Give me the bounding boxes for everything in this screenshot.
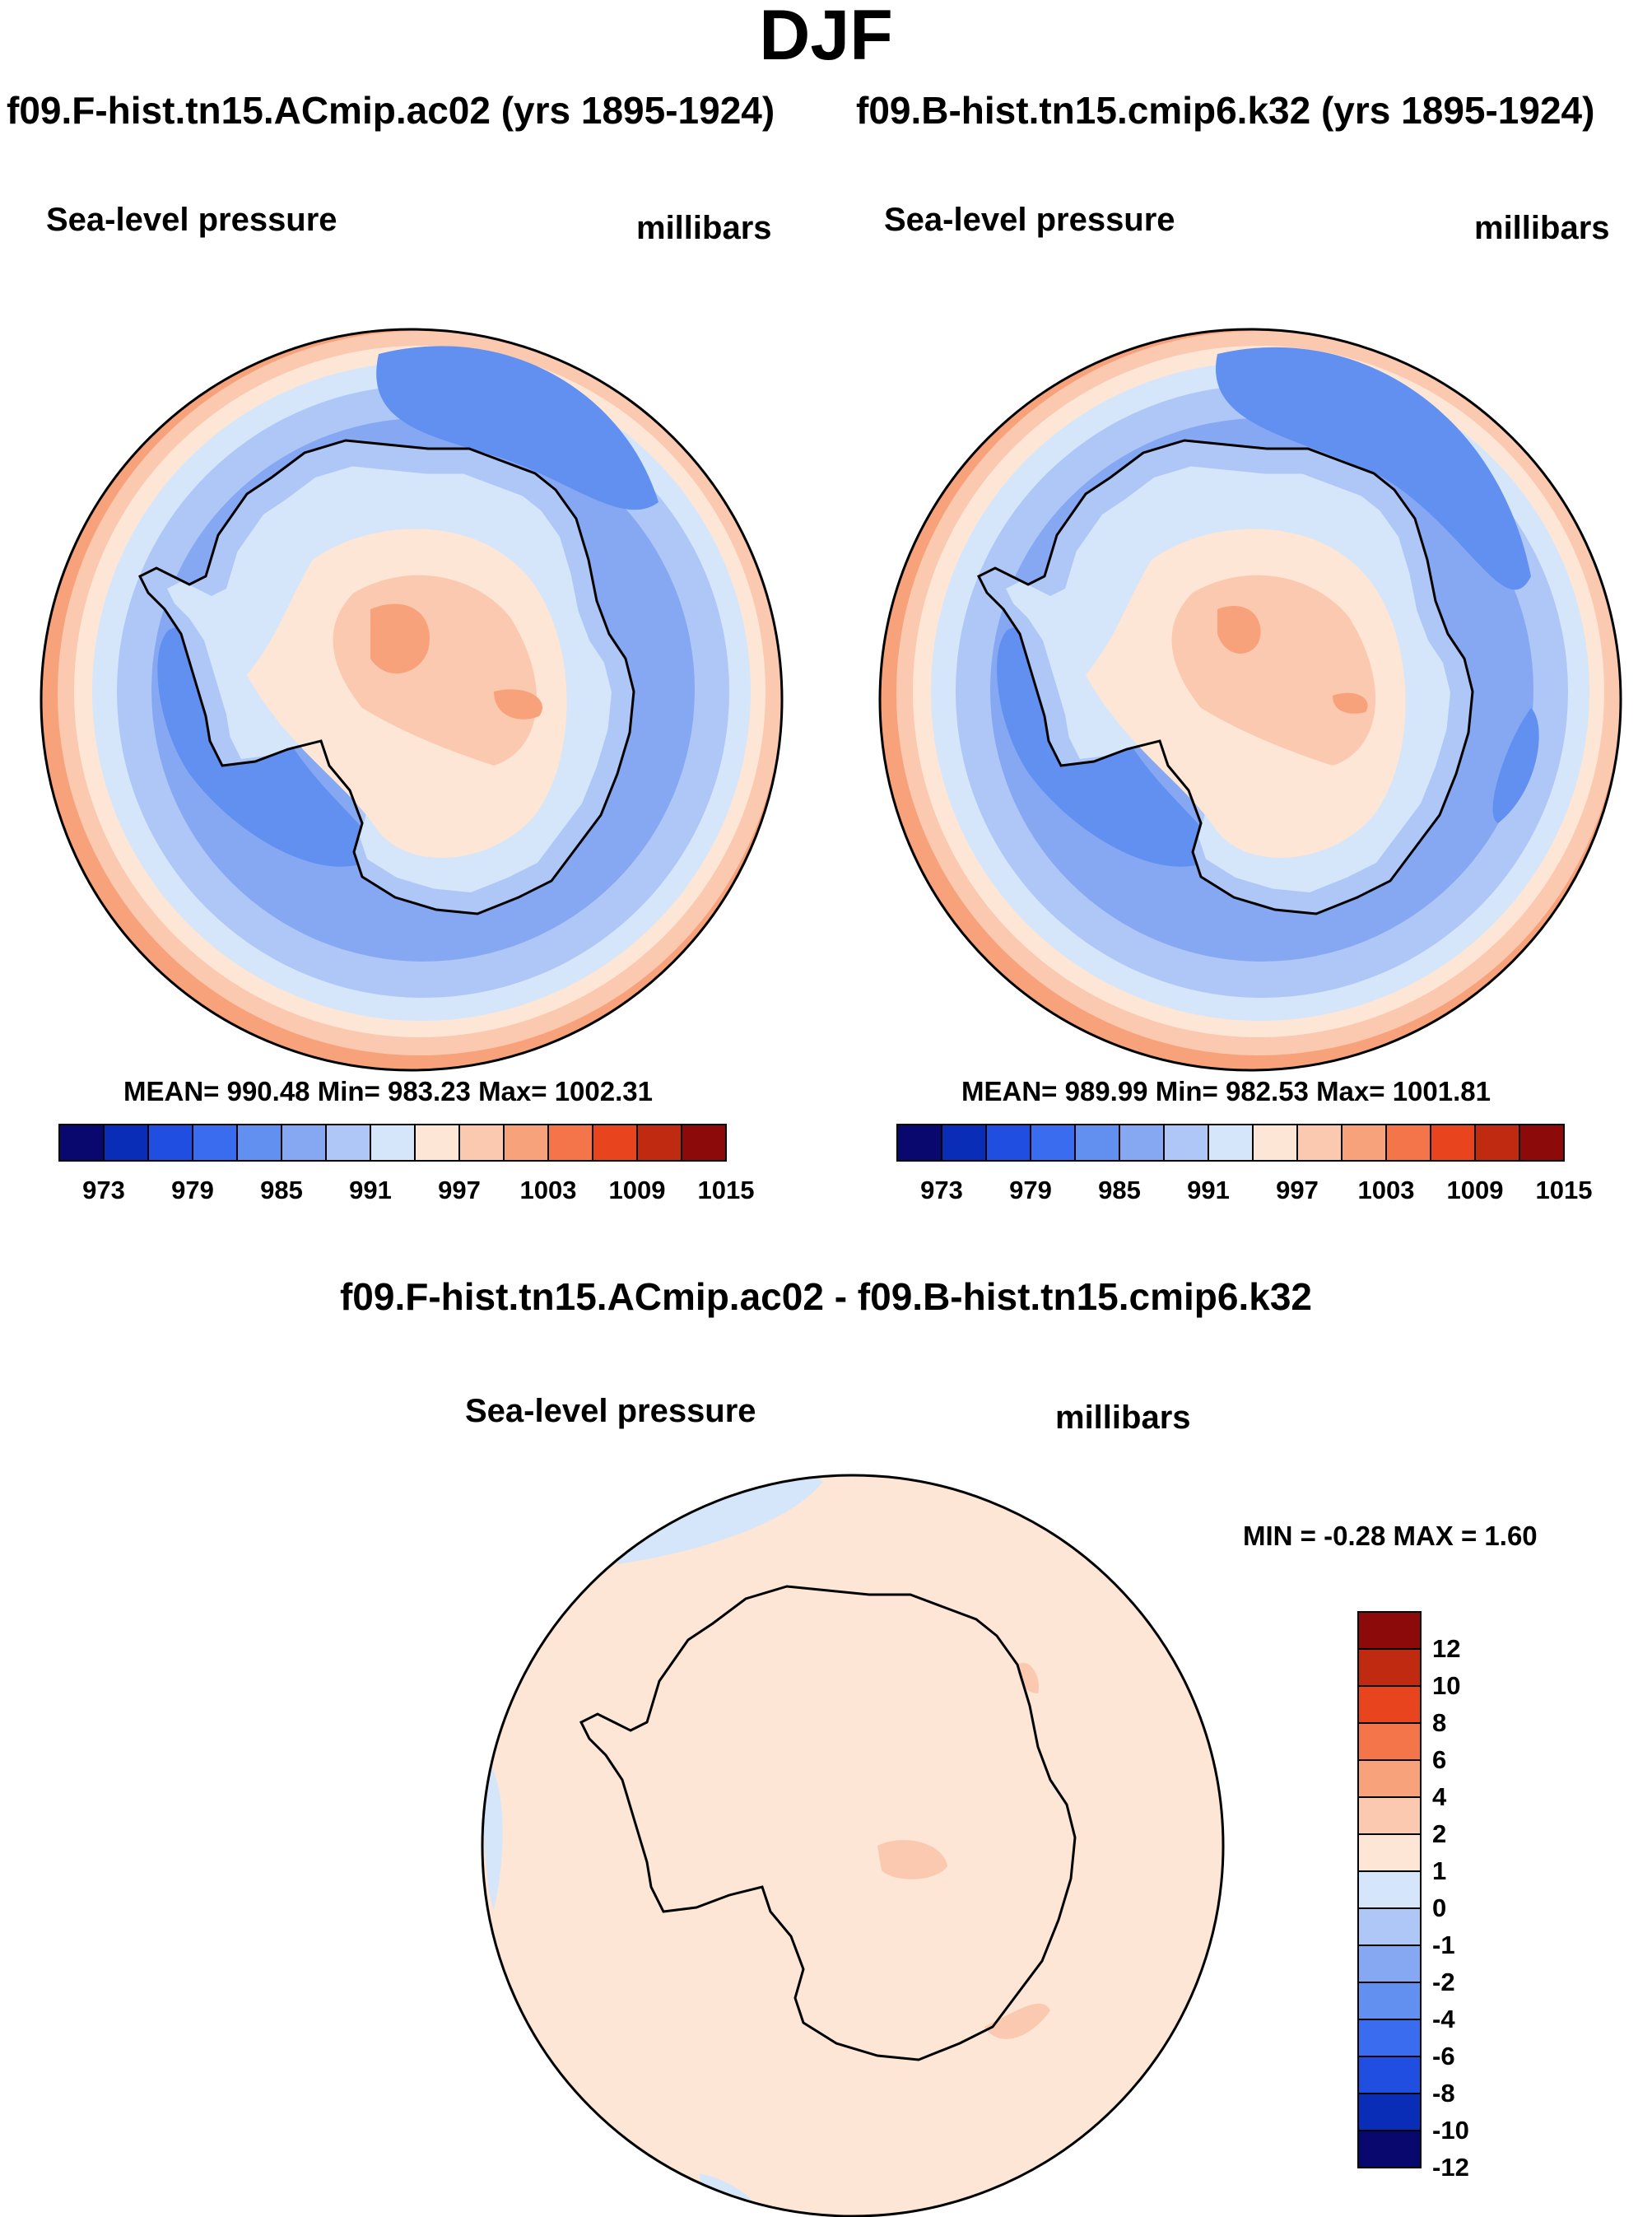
difference-units: millibars	[1055, 1400, 1191, 1436]
colorbar-swatch	[414, 1124, 460, 1162]
colorbar-swatch	[458, 1124, 505, 1162]
colorbar-tick-label: 12	[1432, 1634, 1461, 1663]
colorbar-swatch	[103, 1124, 149, 1162]
colorbar-tick-label: 1003	[1357, 1176, 1415, 1204]
colorbar-swatch	[1074, 1124, 1120, 1162]
colorbar-tick-label: 979	[1009, 1176, 1052, 1204]
colorbar-tick-label: 979	[171, 1176, 214, 1204]
panel-1-stats: MEAN= 990.48 Min= 983.23 Max= 1002.31	[123, 1076, 653, 1106]
colorbar-tick-label: 991	[349, 1176, 392, 1204]
colorbar-tick-label: -4	[1432, 2005, 1455, 2033]
colorbar-swatch	[503, 1124, 549, 1162]
colorbar-tick-label: 991	[1187, 1176, 1230, 1204]
colorbar-swatch	[192, 1124, 238, 1162]
panel-1-colorbar	[58, 1124, 727, 1162]
colorbar-swatch	[1119, 1124, 1165, 1162]
colorbar-tick-label: 4	[1432, 1782, 1447, 1811]
colorbar-swatch	[985, 1124, 1031, 1162]
colorbar-swatch	[236, 1124, 282, 1162]
colorbar-swatch	[1357, 2019, 1422, 2057]
colorbar-tick-label: 0	[1432, 1893, 1447, 1922]
colorbar-swatch	[681, 1124, 727, 1162]
colorbar-tick-label: 6	[1432, 1745, 1447, 1774]
colorbar-swatch	[941, 1124, 987, 1162]
colorbar-swatch	[1357, 1907, 1422, 1946]
colorbar-tick-label: 1003	[519, 1176, 577, 1204]
colorbar-tick-label: 985	[1098, 1176, 1141, 1204]
colorbar-swatch	[1357, 1759, 1422, 1798]
colorbar-tick-label: 973	[920, 1176, 963, 1204]
colorbar-swatch	[1357, 2093, 1422, 2131]
colorbar-swatch	[1357, 1796, 1422, 1835]
colorbar-swatch	[1357, 1833, 1422, 1872]
colorbar-swatch	[547, 1124, 593, 1162]
difference-minmax: MIN = -0.28 MAX = 1.60	[1243, 1521, 1538, 1551]
difference-variable: Sea-level pressure	[465, 1393, 756, 1429]
colorbar-tick-label: 1009	[1446, 1176, 1504, 1204]
panel-2-header: f09.B-hist.tn15.cmip6.k32 (yrs 1895-1924…	[856, 89, 1595, 132]
colorbar-tick-label: -12	[1432, 2153, 1469, 2182]
colorbar-swatch	[1357, 2056, 1422, 2094]
panel-2-units: millibars	[1474, 210, 1610, 246]
difference-map-border	[481, 1474, 1225, 2217]
panel-1-variable: Sea-level pressure	[46, 202, 337, 238]
panel-2-map	[880, 329, 1621, 1070]
colorbar-swatch	[1357, 1722, 1422, 1761]
colorbar-tick-label: 2	[1432, 1819, 1447, 1848]
colorbar-tick-label: 1015	[1535, 1176, 1593, 1204]
colorbar-swatch	[1357, 1870, 1422, 1909]
colorbar-swatch	[1030, 1124, 1076, 1162]
colorbar-tick-label: 8	[1432, 1708, 1447, 1737]
colorbar-swatch	[147, 1124, 193, 1162]
panel-2-map-border	[878, 328, 1622, 1072]
colorbar-swatch	[1163, 1124, 1209, 1162]
colorbar-swatch	[1296, 1124, 1343, 1162]
colorbar-swatch	[1357, 1611, 1422, 1650]
colorbar-swatch	[592, 1124, 638, 1162]
colorbar-swatch	[1519, 1124, 1565, 1162]
colorbar-swatch	[1357, 1648, 1422, 1687]
colorbar-swatch	[58, 1124, 105, 1162]
colorbar-tick-label: 973	[82, 1176, 125, 1204]
colorbar-swatch	[1341, 1124, 1387, 1162]
colorbar-tick-label: -6	[1432, 2042, 1455, 2070]
panel-1-map-border	[40, 328, 784, 1072]
colorbar-swatch	[1474, 1124, 1520, 1162]
difference-header: f09.F-hist.tn15.ACmip.ac02 - f09.B-hist.…	[339, 1275, 1313, 1318]
colorbar-swatch	[1357, 2130, 1422, 2168]
panel-2-variable: Sea-level pressure	[884, 202, 1175, 238]
colorbar-swatch	[1357, 1685, 1422, 1724]
panel-1-units: millibars	[636, 210, 772, 246]
colorbar-tick-label: -8	[1432, 2079, 1455, 2108]
colorbar-tick-label: -2	[1432, 1968, 1455, 1996]
colorbar-swatch	[1357, 1982, 1422, 2020]
panel-2-colorbar	[896, 1124, 1565, 1162]
colorbar-tick-label: -10	[1432, 2116, 1469, 2145]
colorbar-tick-label: 985	[260, 1176, 303, 1204]
difference-colorbar	[1357, 1611, 1422, 2168]
colorbar-tick-label: 10	[1432, 1671, 1461, 1700]
main-title: DJF	[759, 0, 893, 75]
colorbar-swatch	[896, 1124, 942, 1162]
panel-1-header: f09.F-hist.tn15.ACmip.ac02 (yrs 1895-192…	[7, 89, 775, 132]
panel-2-stats: MEAN= 989.99 Min= 982.53 Max= 1001.81	[961, 1076, 1491, 1106]
colorbar-swatch	[1430, 1124, 1476, 1162]
colorbar-tick-label: 1	[1432, 1856, 1447, 1885]
colorbar-swatch	[370, 1124, 416, 1162]
colorbar-swatch	[1252, 1124, 1298, 1162]
panel-1-map	[41, 329, 782, 1070]
colorbar-swatch	[1385, 1124, 1431, 1162]
colorbar-swatch	[325, 1124, 371, 1162]
colorbar-swatch	[636, 1124, 682, 1162]
colorbar-tick-label: -1	[1432, 1931, 1455, 1959]
colorbar-tick-label: 997	[438, 1176, 481, 1204]
colorbar-swatch	[281, 1124, 327, 1162]
colorbar-tick-label: 1009	[608, 1176, 666, 1204]
colorbar-tick-label: 1015	[697, 1176, 755, 1204]
colorbar-swatch	[1357, 1945, 1422, 1983]
colorbar-swatch	[1208, 1124, 1254, 1162]
colorbar-tick-label: 997	[1276, 1176, 1319, 1204]
